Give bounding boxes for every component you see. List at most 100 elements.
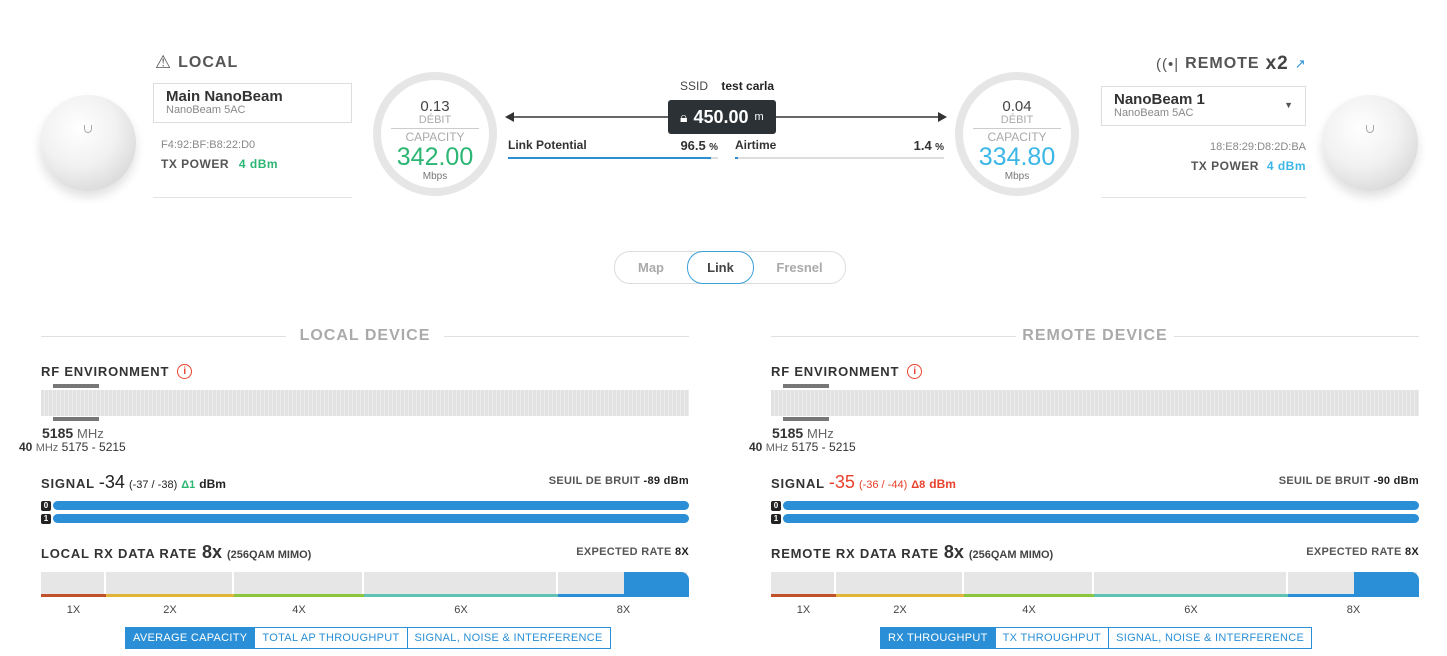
view-tabs: Map Link Fresnel — [614, 251, 846, 284]
data-rate-bar: 1X 2X 4X 6X 8X — [771, 572, 1419, 616]
panel-title: REMOTE DEVICE — [1022, 327, 1168, 344]
remote-count: x2 — [1265, 53, 1289, 74]
rx-data-rate: REMOTE RX DATA RATE 8x (256QAM MIMO) — [771, 542, 1054, 562]
rf-spectrum-bar — [41, 390, 689, 416]
tab-map[interactable]: Map — [638, 260, 664, 275]
chart-mode-button-1[interactable]: TOTAL AP THROUGHPUT — [255, 628, 408, 648]
chart-mode-button-1[interactable]: TX THROUGHPUT — [996, 628, 1110, 648]
link-potential-label: Link Potential — [508, 138, 587, 152]
local-capacity-label: CAPACITY — [405, 130, 465, 144]
distance-value: 450.00 — [693, 106, 749, 127]
chart-mode-buttons: RX THROUGHPUT TX THROUGHPUT SIGNAL, NOISE … — [880, 627, 1313, 649]
ssid-value: test carla — [721, 79, 775, 93]
ssid-label: SSID — [680, 79, 709, 93]
chart-mode-button-2[interactable]: SIGNAL, NOISE & INTERFERENCE — [414, 632, 603, 644]
local-divider — [153, 197, 352, 198]
tab-fresnel[interactable]: Fresnel — [776, 260, 823, 275]
distance-unit: m — [754, 111, 764, 123]
local-header-label: LOCAL — [178, 53, 239, 71]
info-icon[interactable]: i — [177, 364, 193, 379]
rx-data-rate: LOCAL RX DATA RATE 8x (256QAM MIMO) — [41, 542, 312, 562]
channel-marker-top — [783, 384, 829, 388]
noise-floor: SEUIL DE BRUIT -89 dBm — [548, 475, 689, 487]
chart-mode-button-2[interactable]: SIGNAL, NOISE & INTERFERENCE — [1116, 632, 1305, 644]
local-device-panel: LOCAL DEVICE RF ENVIRONMENT i 5185 MHz 4… — [19, 325, 689, 655]
antenna-tower-icon: ⚠ — [155, 52, 173, 72]
chain-1-label: 1 — [41, 514, 51, 524]
remote-capacity-value: 334.80 — [978, 143, 1056, 171]
remote-device-select[interactable]: NanoBeam 1 NanoBeam 5AC ▼ — [1101, 86, 1306, 126]
local-device-image — [40, 95, 136, 191]
airtime-value: 1.4 — [913, 138, 932, 153]
remote-tx-power-value: 4 dBm — [1266, 159, 1306, 173]
remote-header: ((•| REMOTE x2 ↗ — [1156, 53, 1307, 75]
chart-mode-button-0[interactable]: RX THROUGHPUT — [881, 628, 996, 648]
signal-readout: SIGNAL -35 (-36 / -44) Δ8 dBm — [771, 472, 956, 492]
remote-debit-value: 0.04 — [1002, 98, 1032, 115]
airtime: Airtime 1.4 % — [735, 138, 944, 159]
remote-mac: 18:E8:29:D8:2D:BA — [1209, 141, 1306, 153]
lock-icon: 🔒︎ — [680, 108, 688, 125]
external-link-icon[interactable]: ↗ — [1294, 56, 1307, 71]
signal-readout: SIGNAL -34 (-37 / -38) Δ1 dBm — [41, 472, 226, 492]
channel-marker-bottom — [53, 417, 99, 421]
remote-device-model: NanoBeam 5AC — [1114, 107, 1194, 119]
rate-tick-label: 8X — [1346, 604, 1361, 616]
rate-segment-2x — [106, 572, 234, 594]
remote-tx-power: TX POWER 4 dBm — [1191, 159, 1306, 173]
center-frequency: 5185 MHz — [772, 425, 834, 441]
channel-width-range: 40 MHz 5175 - 5215 — [749, 440, 856, 454]
rate-tick-label: 2X — [893, 604, 907, 616]
rate-tick-label: 4X — [1022, 604, 1036, 616]
link-potential-bar — [508, 157, 718, 159]
rate-segment-1x — [41, 572, 106, 594]
rate-tick-label: 1X — [796, 604, 811, 616]
channel-marker-top — [53, 384, 99, 388]
channel-width-range: 40 MHz 5175 - 5215 — [19, 440, 126, 454]
airtime-bar — [735, 157, 944, 159]
rate-segment-6x — [1094, 572, 1288, 594]
local-tx-power-value: 4 dBm — [238, 157, 279, 171]
remote-divider — [1101, 197, 1306, 198]
rf-spectrum-bar — [771, 390, 1419, 416]
airtime-label: Airtime — [735, 138, 777, 152]
current-rate-indicator — [1354, 572, 1419, 594]
noise-floor: SEUIL DE BRUIT -90 dBm — [1278, 475, 1419, 487]
local-device-name-box[interactable]: Main NanoBeam NanoBeam 5AC — [153, 83, 352, 123]
local-tx-power-label: TX POWER — [161, 157, 230, 171]
tab-link[interactable]: Link — [687, 251, 754, 284]
info-icon[interactable]: i — [907, 364, 923, 379]
panel-title: LOCAL DEVICE — [299, 327, 431, 344]
chevron-down-icon: ▼ — [1284, 100, 1293, 110]
signal-chain-0-bar — [53, 501, 689, 510]
rate-segment-4x — [964, 572, 1094, 594]
signal-chain-1-bar — [53, 514, 689, 523]
local-header: ⚠ LOCAL — [155, 52, 238, 73]
remote-device-panel: REMOTE DEVICE RF ENVIRONMENT i 5185 MHz … — [749, 325, 1419, 655]
rf-environment-label: RF ENVIRONMENT i — [41, 364, 193, 379]
current-rate-indicator — [624, 572, 689, 594]
rate-tick-label: 6X — [1184, 604, 1198, 616]
remote-device-image — [1322, 95, 1418, 191]
chain-0-label: 0 — [771, 501, 781, 511]
chart-mode-button-0[interactable]: AVERAGE CAPACITY — [126, 628, 256, 648]
channel-marker-bottom — [783, 417, 829, 421]
center-frequency: 5185 MHz — [42, 425, 104, 441]
local-device-model: NanoBeam 5AC — [166, 104, 246, 116]
signal-chain-0-bar — [783, 501, 1419, 510]
rate-tick-label: 1X — [66, 604, 81, 616]
rate-tick-label: 4X — [292, 604, 306, 616]
data-rate-bar: 1X 2X 4X 6X 8X — [41, 572, 689, 616]
rate-segment-1x — [771, 572, 836, 594]
remote-capacity-unit: Mbps — [1004, 171, 1030, 182]
rate-tick-label: 6X — [454, 604, 468, 616]
rate-segment-2x — [836, 572, 964, 594]
local-debit-label: DÉBIT — [418, 114, 452, 126]
chain-1-label: 1 — [771, 514, 781, 524]
rf-environment-label: RF ENVIRONMENT i — [771, 364, 923, 379]
expected-rate: EXPECTED RATE 8X — [576, 546, 689, 558]
signal-chain-1-bar — [783, 514, 1419, 523]
remote-device-name: NanoBeam 1 — [1114, 91, 1205, 108]
wireless-signal-icon: ((•| — [1156, 55, 1180, 73]
chain-0-label: 0 — [41, 501, 51, 511]
